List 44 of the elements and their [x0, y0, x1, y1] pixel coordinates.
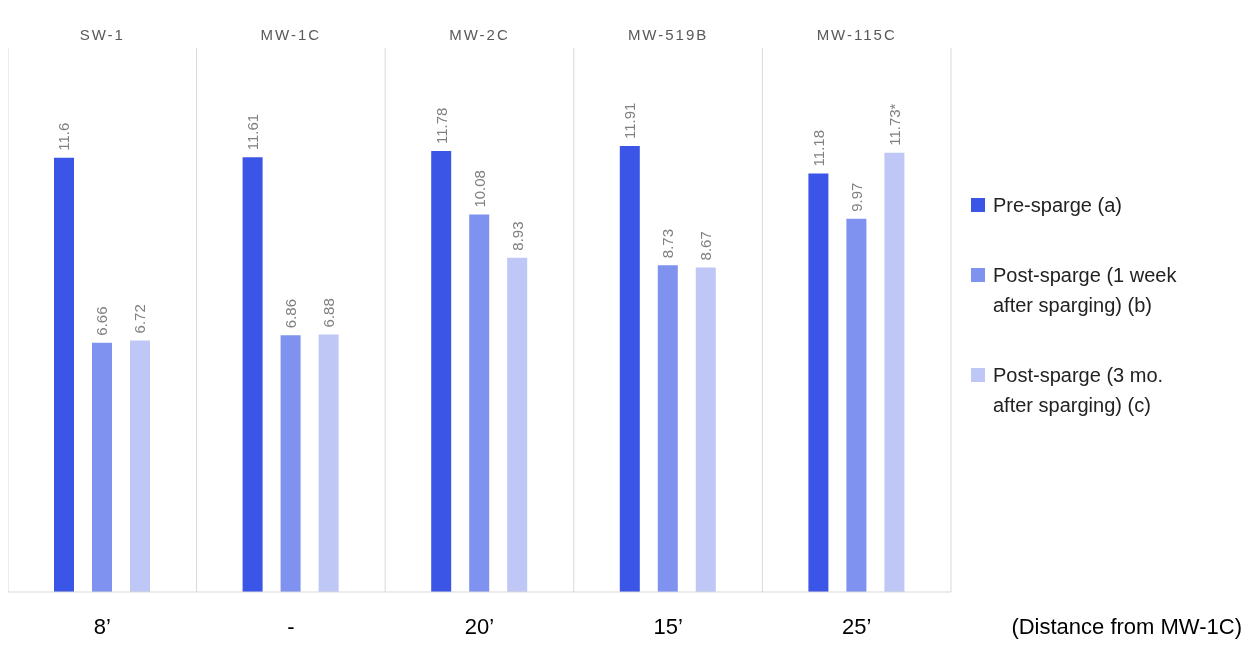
- data-label: 11.6: [55, 122, 73, 151]
- text: (Distance from MW-1C): [1011, 614, 1242, 640]
- text: 8’: [93, 613, 111, 639]
- data-label: 11.18: [809, 129, 827, 167]
- data-label: 6.72: [131, 304, 149, 334]
- bar: [619, 146, 640, 592]
- x-tick-label: MW-1C: [260, 26, 322, 43]
- x-tick-label: MW-519B: [627, 26, 709, 43]
- data-label: 11.78: [432, 107, 450, 144]
- data-label: 8.67: [697, 231, 715, 261]
- x-tick-label: SW-1: [79, 26, 125, 43]
- bar: [884, 152, 905, 592]
- data-label: 10.08: [470, 170, 488, 208]
- bar: [808, 173, 829, 592]
- data-label: 11.73*: [885, 103, 903, 146]
- bar: [130, 340, 150, 592]
- data-label: 8.73: [659, 228, 677, 259]
- legend-label: Pre-sparge (a): [993, 193, 1123, 218]
- bar: [54, 157, 74, 592]
- data-label: 8.93: [508, 221, 526, 251]
- text: 15’: [653, 613, 683, 639]
- text: -: [287, 613, 295, 639]
- bar: [431, 150, 452, 592]
- text: 20’: [464, 613, 495, 639]
- data-label: 6.86: [282, 298, 300, 329]
- legend-label: Post-sparge (1 week after sparging) (b): [993, 263, 1178, 318]
- bar: [507, 257, 528, 592]
- data-label: 9.97: [847, 182, 865, 212]
- legend-label: Post-sparge (3 mo. after sparging) (c): [993, 363, 1165, 418]
- bar: [657, 265, 678, 592]
- bar: [92, 342, 112, 592]
- data-label: 6.66: [93, 306, 111, 336]
- bar: [846, 218, 867, 592]
- bar: [695, 267, 716, 592]
- data-label: 11.61: [244, 113, 262, 151]
- data-label: 11.91: [621, 102, 639, 140]
- bar: [280, 335, 301, 592]
- bar: [318, 334, 339, 592]
- data-label: 6.88: [320, 298, 338, 328]
- bar: [242, 157, 263, 592]
- text: 25’: [842, 613, 872, 639]
- bar: [469, 214, 490, 592]
- x-tick-label: MW-2C: [449, 26, 510, 43]
- x-tick-label: MW-115C: [816, 26, 897, 43]
